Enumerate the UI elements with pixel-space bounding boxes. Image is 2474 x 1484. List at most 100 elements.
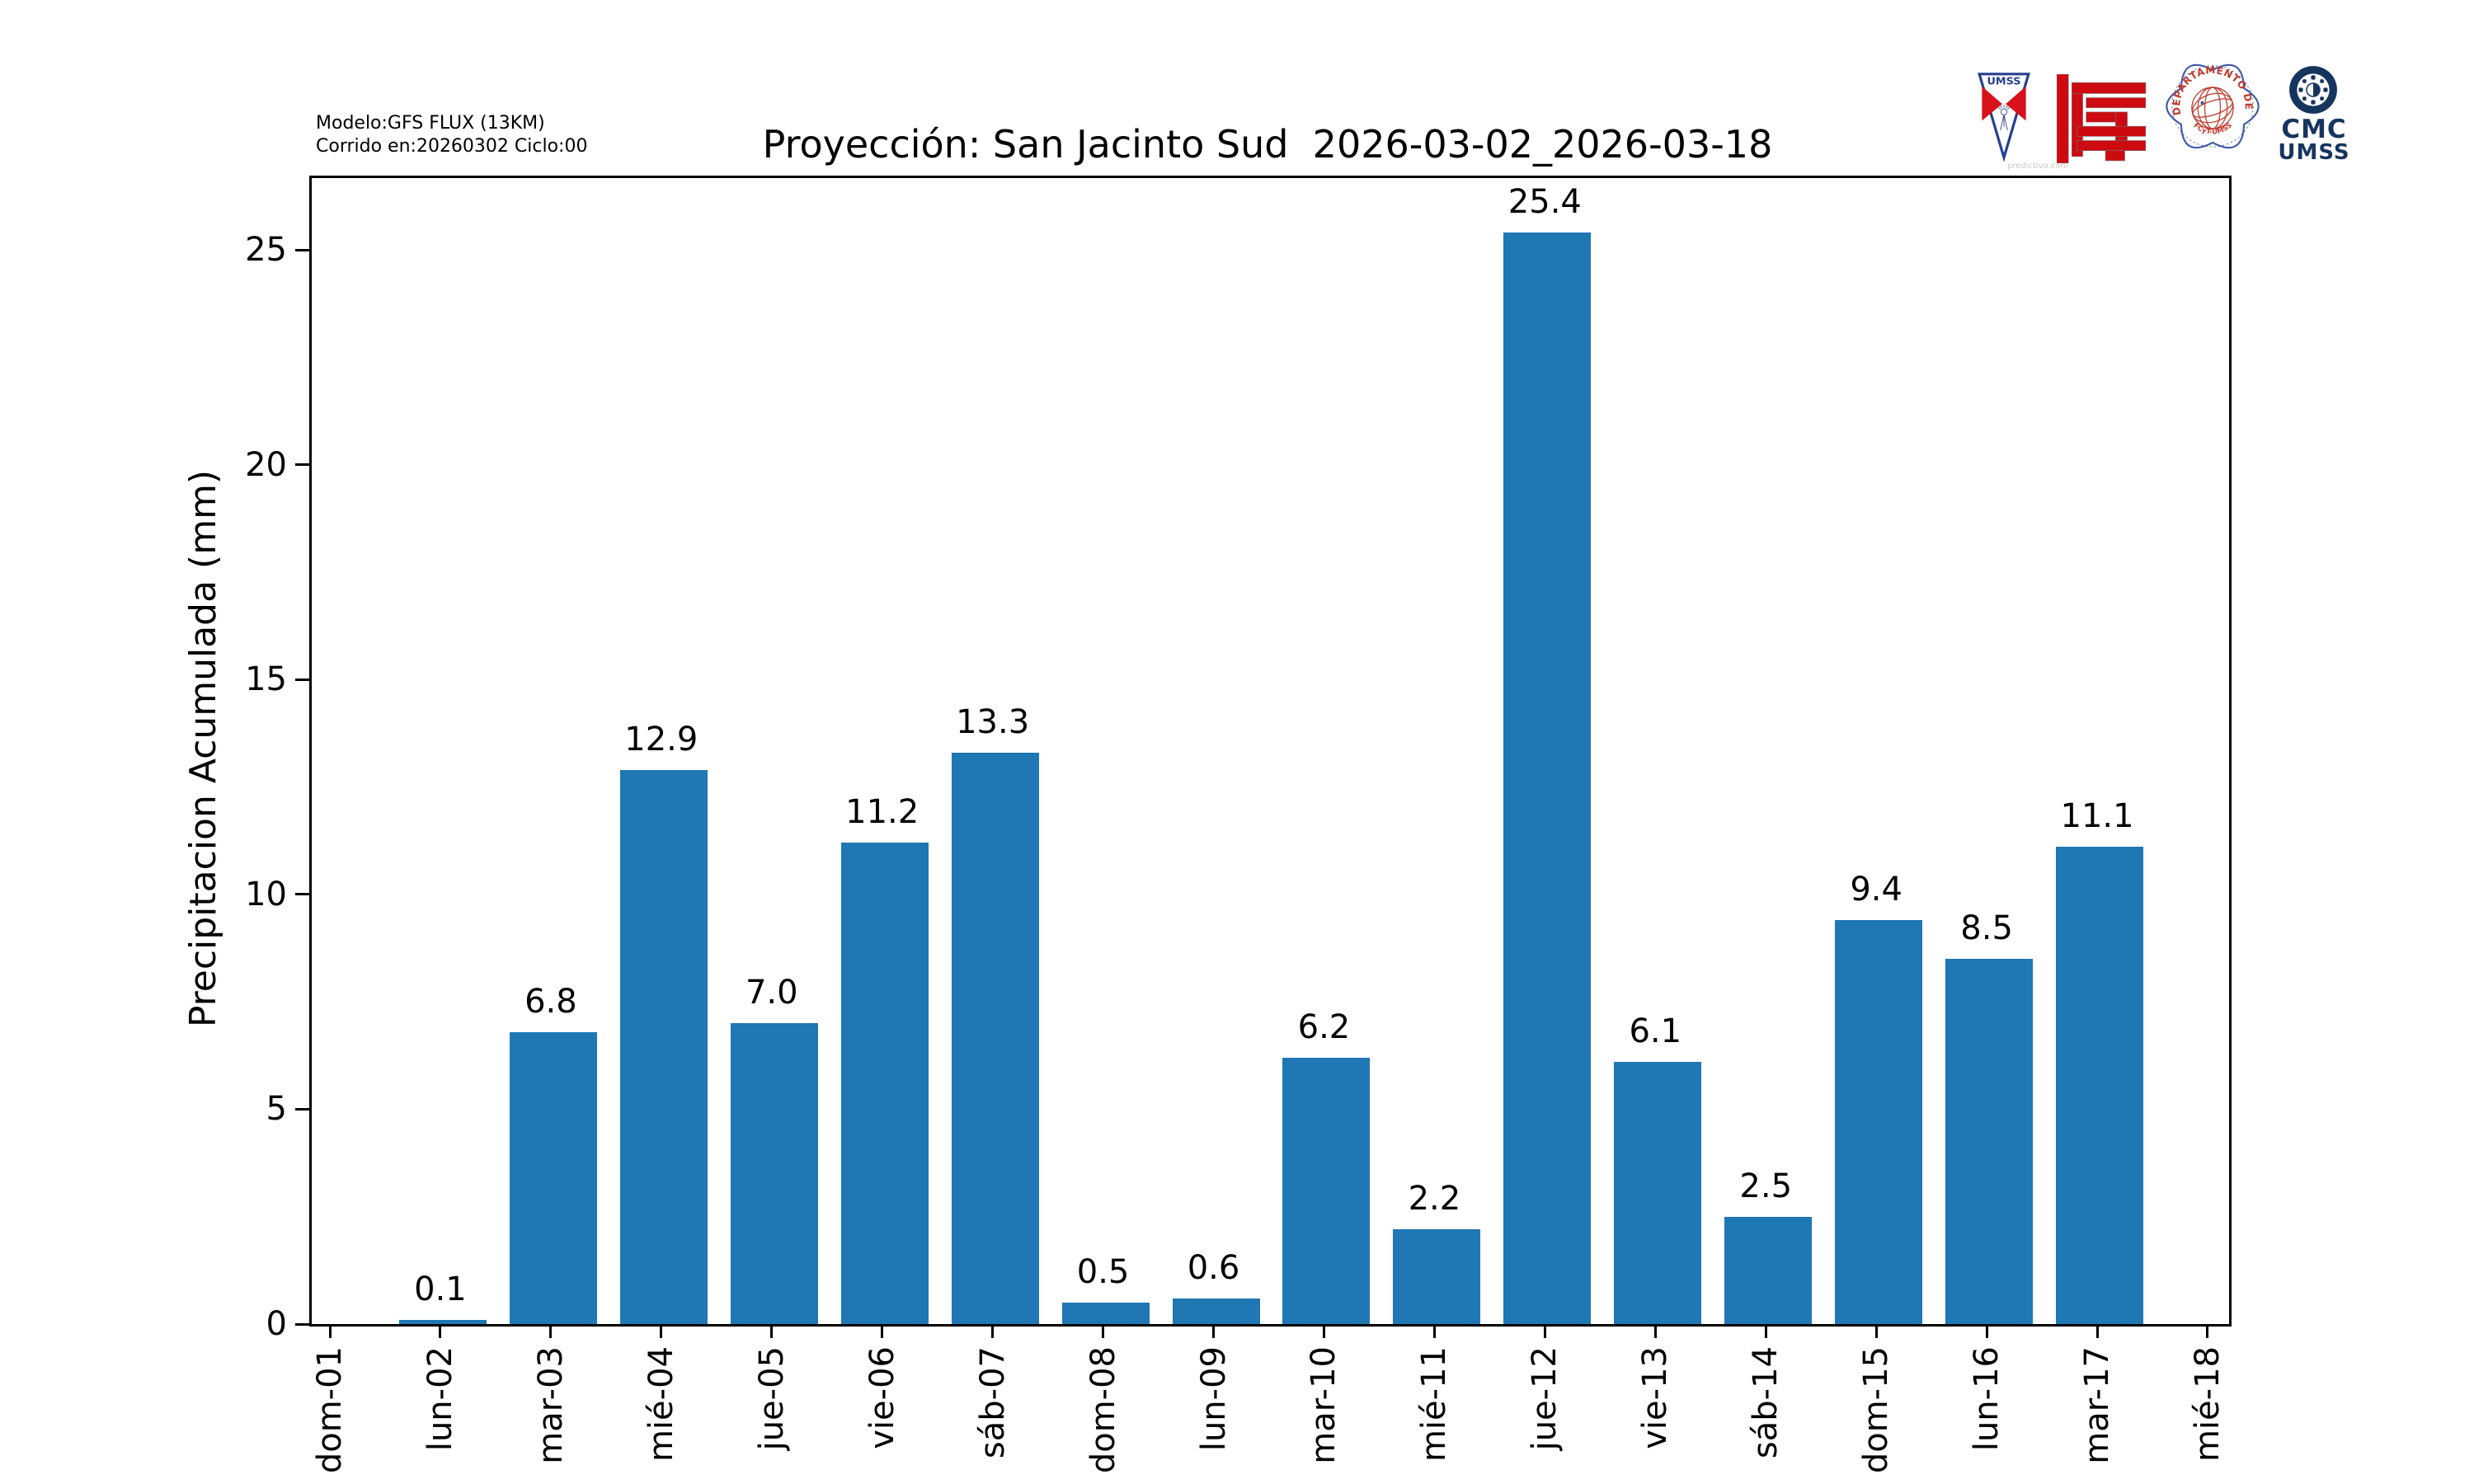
x-tick-label: sáb-14 (1747, 1346, 1785, 1459)
bar (1945, 958, 2034, 1324)
cmc-text-line2: UMSS (2278, 140, 2350, 165)
bar (840, 843, 929, 1324)
bar (1503, 232, 1592, 1324)
x-tick-label: mar-03 (531, 1346, 570, 1464)
bar-value-label: 7.0 (745, 974, 798, 1012)
bar (398, 1319, 487, 1324)
shield-red-left (1982, 86, 2002, 121)
x-tick-label: mié-04 (642, 1346, 680, 1463)
x-tick-mark (2206, 1324, 2209, 1338)
y-tick-label: 0 (266, 1305, 287, 1343)
x-tick-mark (2095, 1324, 2099, 1338)
model-annotation: Modelo:GFS FLUX (13KM) Corrido en:2026030… (316, 112, 587, 158)
seal-top-text: DEPARTAMENTO DE FÍSICA (2161, 51, 2255, 116)
x-tick-mark (328, 1324, 332, 1338)
x-tick-label: dom-08 (1084, 1346, 1122, 1474)
y-tick-mark (295, 463, 309, 467)
x-tick-label: jue-05 (752, 1346, 791, 1451)
x-tick-mark (1874, 1324, 1878, 1338)
x-tick-label: mié-18 (2188, 1346, 2227, 1463)
bar-value-label: 2.5 (1739, 1167, 1793, 1205)
x-tick-label: mar-17 (2078, 1346, 2117, 1464)
x-tick-mark (439, 1324, 442, 1338)
chart-title: Proyección: San Jacinto Sud 2026-03-02_2… (762, 122, 1773, 167)
plot-area (309, 176, 2232, 1327)
shield-umss-text: UMSS (1987, 76, 2021, 88)
seal-bottom-text: FCyT-UMSS (2192, 121, 2233, 136)
y-tick-mark (295, 248, 309, 251)
fcyt-maze (2057, 74, 2146, 163)
bar-value-label: 6.8 (524, 982, 577, 1021)
model-line2: Corrido en:20260302 Ciclo:00 (316, 136, 588, 157)
y-tick-mark (295, 893, 309, 896)
shield-emblem (1998, 105, 2010, 131)
y-tick-label: 10 (245, 875, 287, 913)
bar-value-label: 13.3 (956, 702, 1030, 741)
bar-value-label: 12.9 (624, 720, 698, 758)
cmc-logo-icon (2289, 66, 2337, 114)
bar-value-label: 25.4 (1507, 183, 1582, 222)
seal-dot (2200, 101, 2204, 105)
x-tick-label: lun-16 (1968, 1346, 2006, 1452)
x-tick-label: lun-02 (421, 1346, 459, 1452)
cmc-center-half (2307, 83, 2313, 96)
bar (1724, 1216, 1813, 1324)
x-tick-mark (991, 1324, 995, 1338)
y-tick-label: 5 (266, 1090, 287, 1129)
bar-value-label: 8.5 (1960, 909, 2013, 947)
bar (730, 1023, 818, 1324)
bar-value-label: 0.1 (414, 1270, 467, 1308)
seal-wavy-star (2166, 63, 2260, 149)
bar (1393, 1229, 1481, 1324)
bar-value-label: 11.1 (2060, 797, 2134, 836)
bar-value-label: 0.5 (1076, 1252, 1130, 1291)
y-tick-label: 20 (245, 445, 287, 484)
y-tick-mark (295, 678, 309, 681)
bar (1835, 920, 1923, 1324)
bar-value-label: 0.6 (1187, 1248, 1240, 1287)
bar-value-label: 9.4 (1850, 871, 1903, 909)
seal-globe (2191, 87, 2234, 129)
bar (1061, 1302, 1150, 1324)
shield-red-right (2006, 86, 2026, 121)
x-tick-mark (1432, 1324, 1436, 1338)
x-tick-mark (1653, 1324, 1657, 1338)
bar-value-label: 11.2 (845, 793, 920, 832)
fisica-seal-logo: DEPARTAMENTO DE FÍSICA FCyT-UMSS (2161, 51, 2260, 149)
shield-watermark: predictivo.com (2007, 162, 2069, 171)
y-axis-label: Precipitacion Acumulada (mm) (182, 469, 224, 1028)
x-tick-mark (1212, 1324, 1216, 1338)
bar-value-label: 6.1 (1629, 1012, 1682, 1051)
x-tick-label: mié-11 (1415, 1346, 1454, 1463)
y-tick-mark (295, 1322, 309, 1326)
model-line1: Modelo:GFS FLUX (13KM) (316, 113, 545, 134)
cmc-logo-text: CMC UMSS (2278, 115, 2350, 165)
x-tick-mark (881, 1324, 884, 1338)
bar (2056, 847, 2144, 1324)
bar (1282, 1057, 1371, 1324)
bar (509, 1031, 597, 1324)
x-tick-label: jue-12 (1526, 1346, 1564, 1451)
x-tick-mark (770, 1324, 774, 1338)
fcyt-logo (2057, 74, 2146, 163)
bar-value-label: 6.2 (1297, 1007, 1351, 1046)
cmc-sun-rays (2298, 75, 2328, 105)
x-tick-label: lun-09 (1194, 1346, 1233, 1452)
bar (1172, 1298, 1260, 1324)
x-tick-mark (660, 1324, 663, 1338)
x-tick-label: dom-15 (1857, 1346, 1896, 1474)
x-tick-mark (549, 1324, 553, 1338)
bar (951, 752, 1039, 1324)
x-tick-mark (1322, 1324, 1325, 1338)
x-tick-mark (1102, 1324, 1105, 1338)
x-tick-label: vie-13 (1636, 1346, 1675, 1449)
cmc-text-line1: CMC (2281, 115, 2347, 144)
bar (1614, 1062, 1702, 1324)
x-tick-mark (1764, 1324, 1767, 1338)
y-tick-label: 25 (245, 231, 287, 269)
x-tick-label: dom-01 (311, 1346, 349, 1474)
x-tick-label: sáb-07 (973, 1346, 1012, 1459)
y-tick-mark (295, 1107, 309, 1111)
umss-shield-logo: UMSS (1978, 73, 2030, 162)
